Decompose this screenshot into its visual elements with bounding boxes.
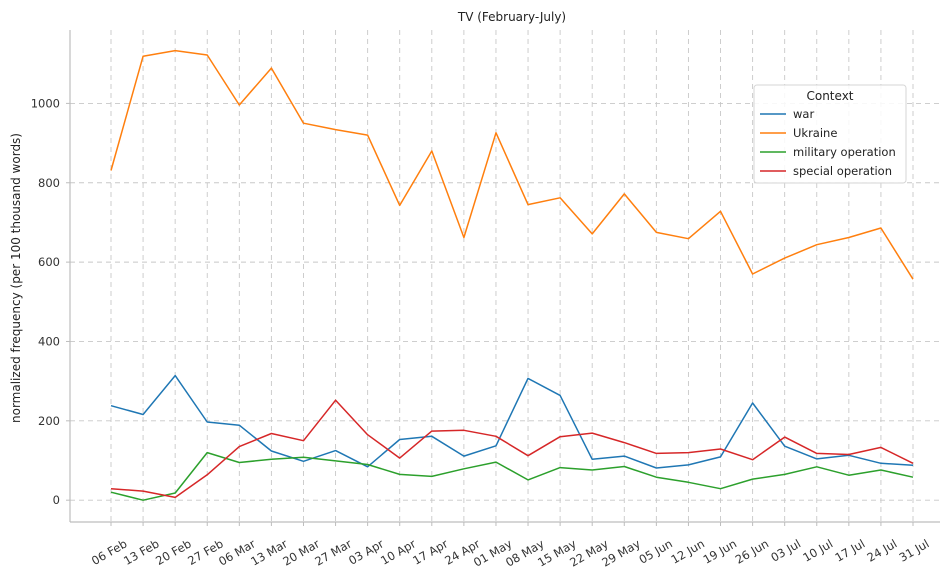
legend: Context war Ukraine military operation spec… <box>753 84 907 184</box>
series-line-special-operation <box>110 399 914 499</box>
series-line-war <box>110 374 914 469</box>
y-tick-label: 800 <box>38 176 60 190</box>
legend-title: Context <box>806 89 853 103</box>
grid <box>70 30 940 522</box>
x-tick-label: 13 Feb <box>121 536 161 567</box>
series-lines <box>110 49 914 501</box>
x-tick-label: 03 Apr <box>346 536 386 567</box>
axes-spines <box>69 30 940 523</box>
x-tick-label: 17 Apr <box>410 536 450 567</box>
series-line-ukraine <box>110 49 914 280</box>
x-tick-label: 03 Jul <box>768 536 803 564</box>
x-tick-label: 24 Jul <box>865 536 900 564</box>
x-tick-label: 10 Jul <box>800 536 835 564</box>
x-tick-label: 05 Jun <box>636 536 674 566</box>
x-tick-label: 06 Feb <box>89 536 129 567</box>
x-tick-label: 27 Mar <box>312 536 354 568</box>
x-tick-label: 19 Jun <box>701 536 739 566</box>
legend-label-military-operation: military operation <box>793 145 896 159</box>
y-tick-label: 200 <box>38 414 60 428</box>
y-tick-label: 0 <box>53 493 60 507</box>
y-axis-ticks: 0 200 400 600 800 1000 <box>31 96 70 507</box>
x-tick-label: 17 Jul <box>832 536 867 564</box>
y-tick-label: 600 <box>38 255 60 269</box>
x-tick-label: 31 Jul <box>897 536 932 564</box>
legend-items: war Ukraine military operation special oper… <box>760 107 896 178</box>
y-axis-label: normalized frequency (per 100 thousand w… <box>9 133 23 423</box>
legend-frame <box>753 84 907 184</box>
legend-label-war: war <box>793 107 814 121</box>
legend-label-ukraine: Ukraine <box>793 126 837 140</box>
x-tick-label: 20 Feb <box>153 536 193 567</box>
y-tick-label: 1000 <box>31 96 60 110</box>
x-tick-label: 10 Apr <box>378 536 418 567</box>
y-tick-label: 400 <box>38 334 60 348</box>
x-tick-label: 26 Jun <box>733 536 771 566</box>
series-line-military-operation <box>110 451 914 501</box>
chart-title: TV (February-July) <box>457 10 566 24</box>
legend-label-special-operation: special operation <box>793 164 892 178</box>
x-tick-label: 12 Jun <box>669 536 707 566</box>
